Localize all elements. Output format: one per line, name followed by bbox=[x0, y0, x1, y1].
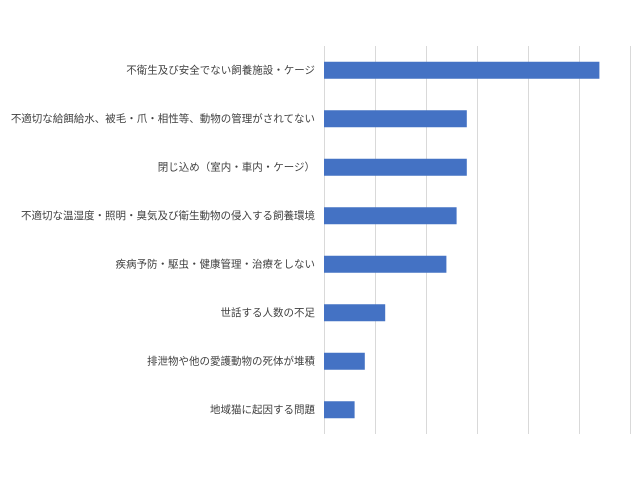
category-label: 地域猫に起因する問題 bbox=[210, 403, 315, 416]
bar bbox=[324, 158, 467, 176]
category-label: 疾病予防・駆虫・健康管理・治療をしない bbox=[116, 257, 316, 270]
category-label: 不適切な給餌給水、被毛・爪・相性等、動物の管理がされてない bbox=[11, 112, 315, 125]
category-label: 閉じ込め（室内・車内・ケージ） bbox=[158, 160, 315, 173]
bar bbox=[324, 207, 457, 225]
bar bbox=[324, 352, 365, 370]
category-label: 不衛生及び安全でない飼養施設・ケージ bbox=[126, 63, 315, 76]
bar bbox=[324, 110, 467, 128]
bar bbox=[324, 255, 447, 273]
bars bbox=[324, 61, 600, 419]
category-label: 排泄物や他の愛護動物の死体が堆積 bbox=[147, 354, 315, 367]
category-label: 不適切な温湿度・照明・臭気及び衛生動物の侵入する飼養環境 bbox=[21, 209, 315, 222]
category-labels: 不衛生及び安全でない飼養施設・ケージ不適切な給餌給水、被毛・爪・相性等、動物の管… bbox=[11, 63, 316, 416]
bar bbox=[324, 61, 600, 79]
bar bbox=[324, 401, 355, 419]
gridlines bbox=[324, 46, 631, 434]
category-label: 世話する人数の不足 bbox=[221, 306, 316, 319]
bar bbox=[324, 304, 386, 322]
